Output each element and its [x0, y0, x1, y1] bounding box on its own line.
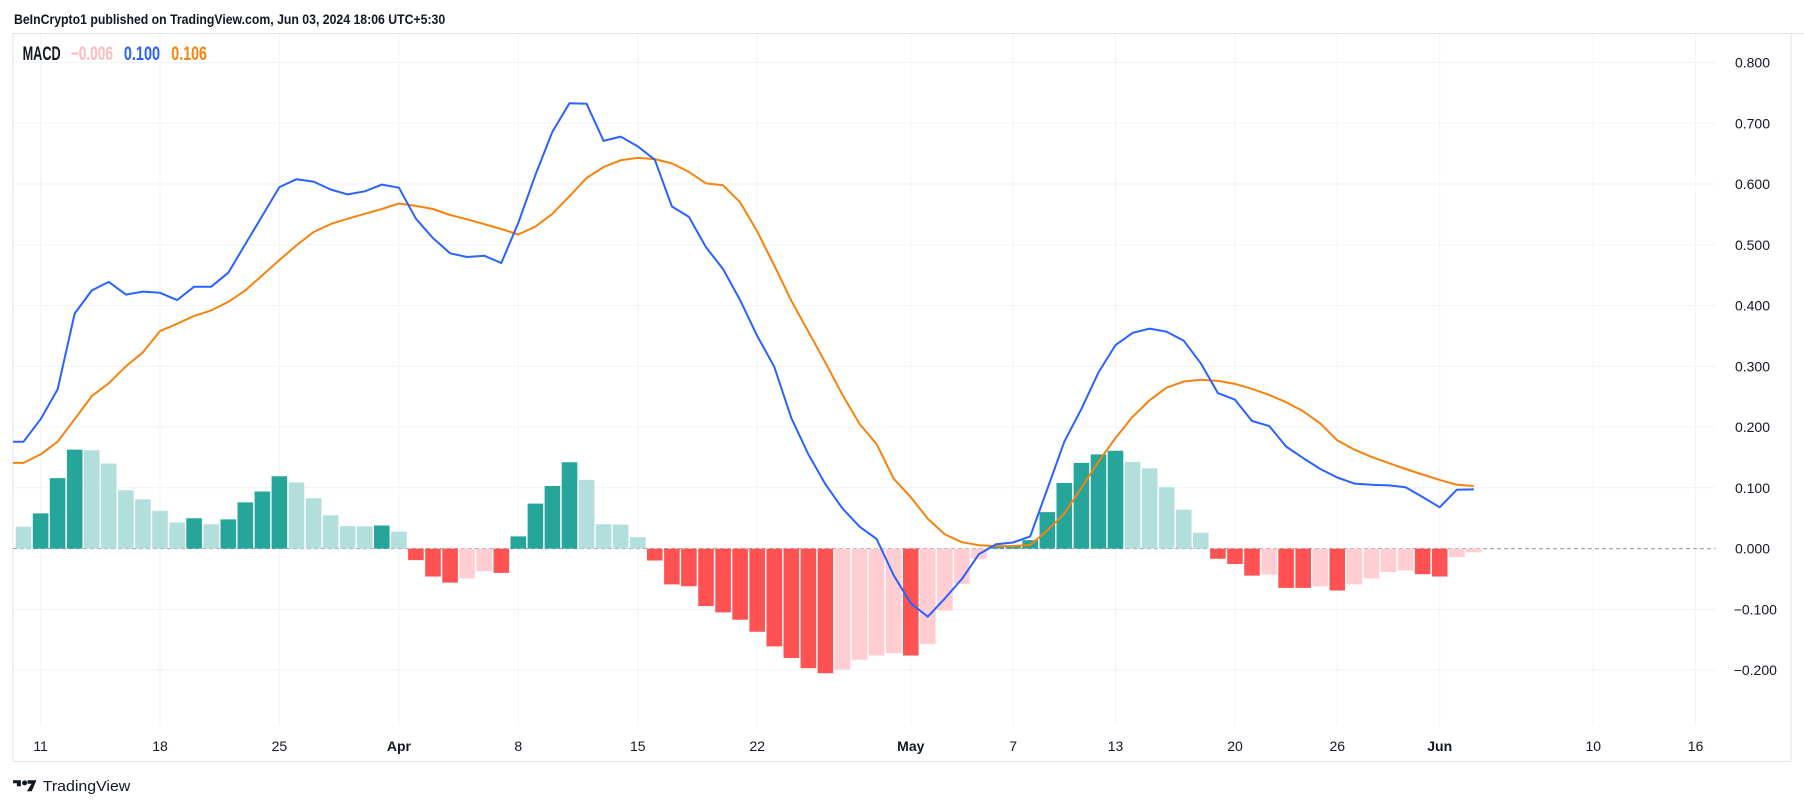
svg-text:10: 10	[1586, 738, 1602, 754]
svg-text:8: 8	[514, 738, 522, 754]
svg-text:MACD: MACD	[23, 44, 61, 65]
svg-text:0.200: 0.200	[1735, 419, 1770, 435]
svg-text:0.100: 0.100	[124, 43, 160, 64]
svg-text:0.000: 0.000	[1735, 541, 1770, 557]
svg-text:TradingView: TradingView	[43, 778, 132, 794]
svg-text:0.500: 0.500	[1735, 237, 1770, 253]
svg-text:11: 11	[33, 738, 48, 754]
svg-text:25: 25	[272, 738, 288, 754]
svg-text:0.400: 0.400	[1735, 298, 1770, 314]
svg-text:16: 16	[1688, 738, 1704, 754]
svg-text:BeInCrypto1 published on Tradi: BeInCrypto1 published on TradingView.com…	[14, 11, 445, 27]
svg-text:0.106: 0.106	[171, 43, 207, 64]
svg-text:15: 15	[630, 738, 646, 754]
svg-text:−0.100: −0.100	[1734, 601, 1777, 617]
svg-text:0.300: 0.300	[1735, 358, 1770, 374]
svg-text:Jun: Jun	[1427, 738, 1452, 754]
svg-text:−0.200: −0.200	[1734, 662, 1777, 678]
svg-text:0.700: 0.700	[1735, 115, 1770, 131]
svg-text:Apr: Apr	[387, 738, 412, 754]
svg-text:0.100: 0.100	[1735, 480, 1770, 496]
svg-text:−0.006: −0.006	[71, 43, 113, 65]
svg-text:20: 20	[1227, 738, 1243, 754]
svg-text:May: May	[897, 738, 924, 754]
svg-text:26: 26	[1330, 738, 1346, 754]
svg-text:0.800: 0.800	[1735, 55, 1770, 71]
svg-text:22: 22	[749, 738, 765, 754]
svg-text:13: 13	[1108, 738, 1124, 754]
svg-text:7: 7	[1009, 738, 1017, 754]
svg-text:18: 18	[152, 738, 168, 754]
svg-text:0.600: 0.600	[1735, 176, 1770, 192]
